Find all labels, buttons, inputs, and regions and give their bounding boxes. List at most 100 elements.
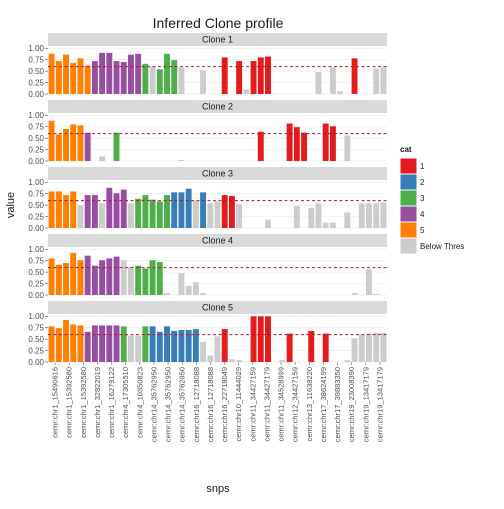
bar [257, 57, 264, 94]
bar [214, 201, 221, 228]
bar [55, 264, 62, 295]
x-axis-title: snps [206, 483, 230, 495]
x-tick-label: cemr:chr14_35762950 [178, 367, 187, 442]
bar [135, 198, 142, 228]
bar [113, 61, 120, 94]
legend-label: Below Thres [420, 242, 464, 251]
facet-strip-label: Clone 5 [202, 303, 233, 313]
bar [127, 266, 134, 295]
bar [156, 331, 163, 362]
bar [380, 332, 387, 362]
bar [228, 196, 235, 228]
y-tick-label: 0.75 [28, 56, 44, 65]
bar [301, 132, 308, 161]
facet-clone-5: Clone 5 0.00 0.25 0.50 0.75 1.00 [28, 301, 387, 367]
x-tick-label: cemr:chr4_10350823 [135, 367, 144, 438]
bar [120, 62, 127, 94]
bar [99, 156, 106, 161]
y-tick-label: 0.00 [28, 358, 44, 367]
legend-label: 2 [420, 178, 425, 187]
y-tick-label: 0.50 [28, 67, 44, 76]
x-tick-label: cemr:chr1_16279122 [107, 367, 116, 438]
y-tick-label: 0.00 [28, 291, 44, 300]
bar [351, 58, 358, 94]
bar [236, 360, 243, 362]
legend-label: 3 [420, 194, 425, 203]
x-tick-label: cemr:chr13_11638220 [305, 367, 314, 442]
y-tick-label: 0.75 [28, 257, 44, 266]
x-tick-label: cemr:chr16_22718049 [220, 367, 229, 442]
bar [149, 260, 156, 295]
y-tick-label: 1.00 [28, 178, 44, 187]
bar [366, 269, 372, 295]
bar [113, 256, 120, 295]
legend-key-1 [399, 157, 418, 175]
bar [63, 129, 69, 161]
legend-key-B [399, 237, 418, 255]
bar [257, 316, 264, 362]
bar [70, 124, 77, 161]
bar [329, 67, 336, 94]
legend-label: 4 [420, 210, 425, 219]
bar [265, 56, 271, 94]
bar [236, 61, 243, 94]
y-tick-label: 0.00 [28, 224, 44, 233]
bar [221, 57, 228, 94]
bar [192, 329, 199, 362]
bar [91, 195, 98, 228]
bar [127, 203, 134, 228]
bar [373, 332, 380, 362]
x-axis-ticks: cemr:chr1_15490616 cemr:chr1_15392580 cemr… [51, 362, 384, 442]
bar [84, 255, 91, 295]
bar [171, 192, 178, 228]
x-tick-label: cemr:chr4_17305510 [121, 367, 130, 438]
bar [142, 63, 149, 94]
facet-strip [48, 100, 387, 113]
bar [293, 127, 300, 161]
bar [48, 191, 55, 228]
bar [286, 123, 293, 161]
bar [366, 203, 372, 228]
x-tick-label: cemr:chr11_34528999 [277, 367, 286, 442]
bar [164, 293, 170, 295]
bar [373, 68, 380, 94]
bar [200, 341, 207, 362]
bar [149, 66, 156, 94]
legend-label: 1 [420, 162, 425, 171]
bar [120, 326, 127, 362]
bar [99, 52, 106, 94]
bar [55, 191, 62, 228]
bar [113, 132, 120, 161]
bar [84, 132, 91, 161]
bar [265, 316, 271, 362]
bar [221, 329, 228, 362]
x-tick-label: cemr:chr12_34427159 [291, 367, 300, 442]
bar [178, 192, 185, 228]
y-tick-label: 0.50 [28, 335, 44, 344]
bar [178, 273, 185, 295]
legend: cat 1 2 3 4 5 Below Thres [399, 145, 464, 255]
bar [84, 331, 91, 362]
x-tick-label: cemr:chr11_34427159 [248, 367, 257, 442]
y-tick-label: 0.75 [28, 123, 44, 132]
bar [366, 333, 372, 362]
facet-strip [48, 33, 387, 46]
bar [99, 260, 106, 295]
y-tick-label: 0.75 [28, 324, 44, 333]
bar [373, 203, 380, 228]
bar [99, 325, 106, 362]
bar [178, 330, 185, 362]
bar [192, 200, 199, 228]
bar [243, 89, 250, 94]
bar [257, 131, 264, 161]
facet-strip-label: Clone 1 [202, 35, 233, 45]
x-tick-label: cemr:chr1_15392580 [65, 367, 74, 438]
bar [178, 160, 185, 161]
y-tick-label: 1.00 [28, 312, 44, 321]
x-tick-label: cemr:chr19_13417179 [361, 367, 370, 442]
facet-strip [48, 301, 387, 314]
y-tick-label: 0.00 [28, 90, 44, 99]
bar [106, 187, 113, 228]
bar [142, 195, 149, 228]
bar [214, 336, 221, 362]
